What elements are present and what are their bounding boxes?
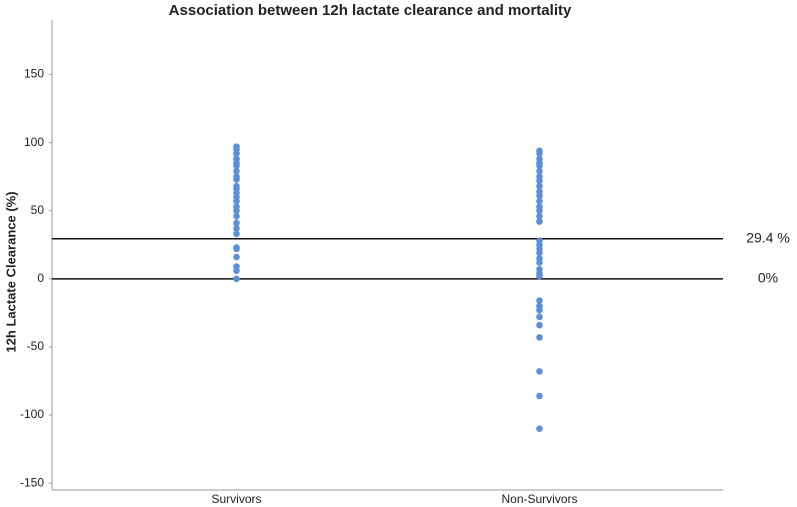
point	[536, 218, 543, 225]
y-tick-label: -50	[27, 339, 45, 353]
point	[536, 313, 543, 321]
point	[536, 162, 543, 170]
point	[233, 230, 240, 238]
y-tick-label: 50	[31, 203, 45, 217]
point	[536, 368, 543, 375]
point	[536, 182, 543, 190]
point	[536, 177, 543, 185]
reference-label: 29.4 %	[746, 229, 790, 245]
chart-title: Association between 12h lactate clearanc…	[169, 2, 572, 19]
point	[233, 219, 240, 227]
point	[233, 162, 240, 170]
point	[536, 259, 543, 266]
x-tick-label: Non-Survivors	[501, 492, 577, 506]
y-tick-label: 150	[24, 67, 44, 81]
y-tick-label: -100	[20, 407, 44, 421]
point	[233, 150, 240, 157]
point	[233, 225, 240, 232]
point	[233, 275, 240, 283]
x-tick-label: Survivors	[211, 492, 261, 506]
y-axis-label: 12h Lactate Clearance (%)	[3, 191, 18, 352]
point	[536, 212, 543, 220]
point	[536, 425, 543, 432]
point	[233, 207, 240, 215]
point	[536, 272, 543, 280]
point	[233, 167, 240, 175]
reference-label: 0%	[758, 270, 778, 286]
point	[536, 306, 543, 314]
point	[233, 267, 240, 274]
point	[536, 207, 543, 215]
point	[233, 253, 240, 261]
point	[536, 321, 543, 329]
y-tick-label: -150	[20, 475, 44, 489]
point	[233, 212, 240, 220]
point	[536, 167, 543, 175]
point	[233, 245, 240, 253]
point	[233, 197, 240, 205]
point	[233, 176, 240, 183]
point	[536, 392, 543, 400]
point	[536, 192, 543, 200]
y-tick-label: 100	[24, 135, 44, 149]
point	[536, 197, 543, 205]
point	[536, 297, 543, 304]
point	[536, 249, 543, 257]
y-tick-label: 0	[37, 271, 44, 285]
point	[536, 150, 543, 157]
point	[536, 334, 543, 341]
